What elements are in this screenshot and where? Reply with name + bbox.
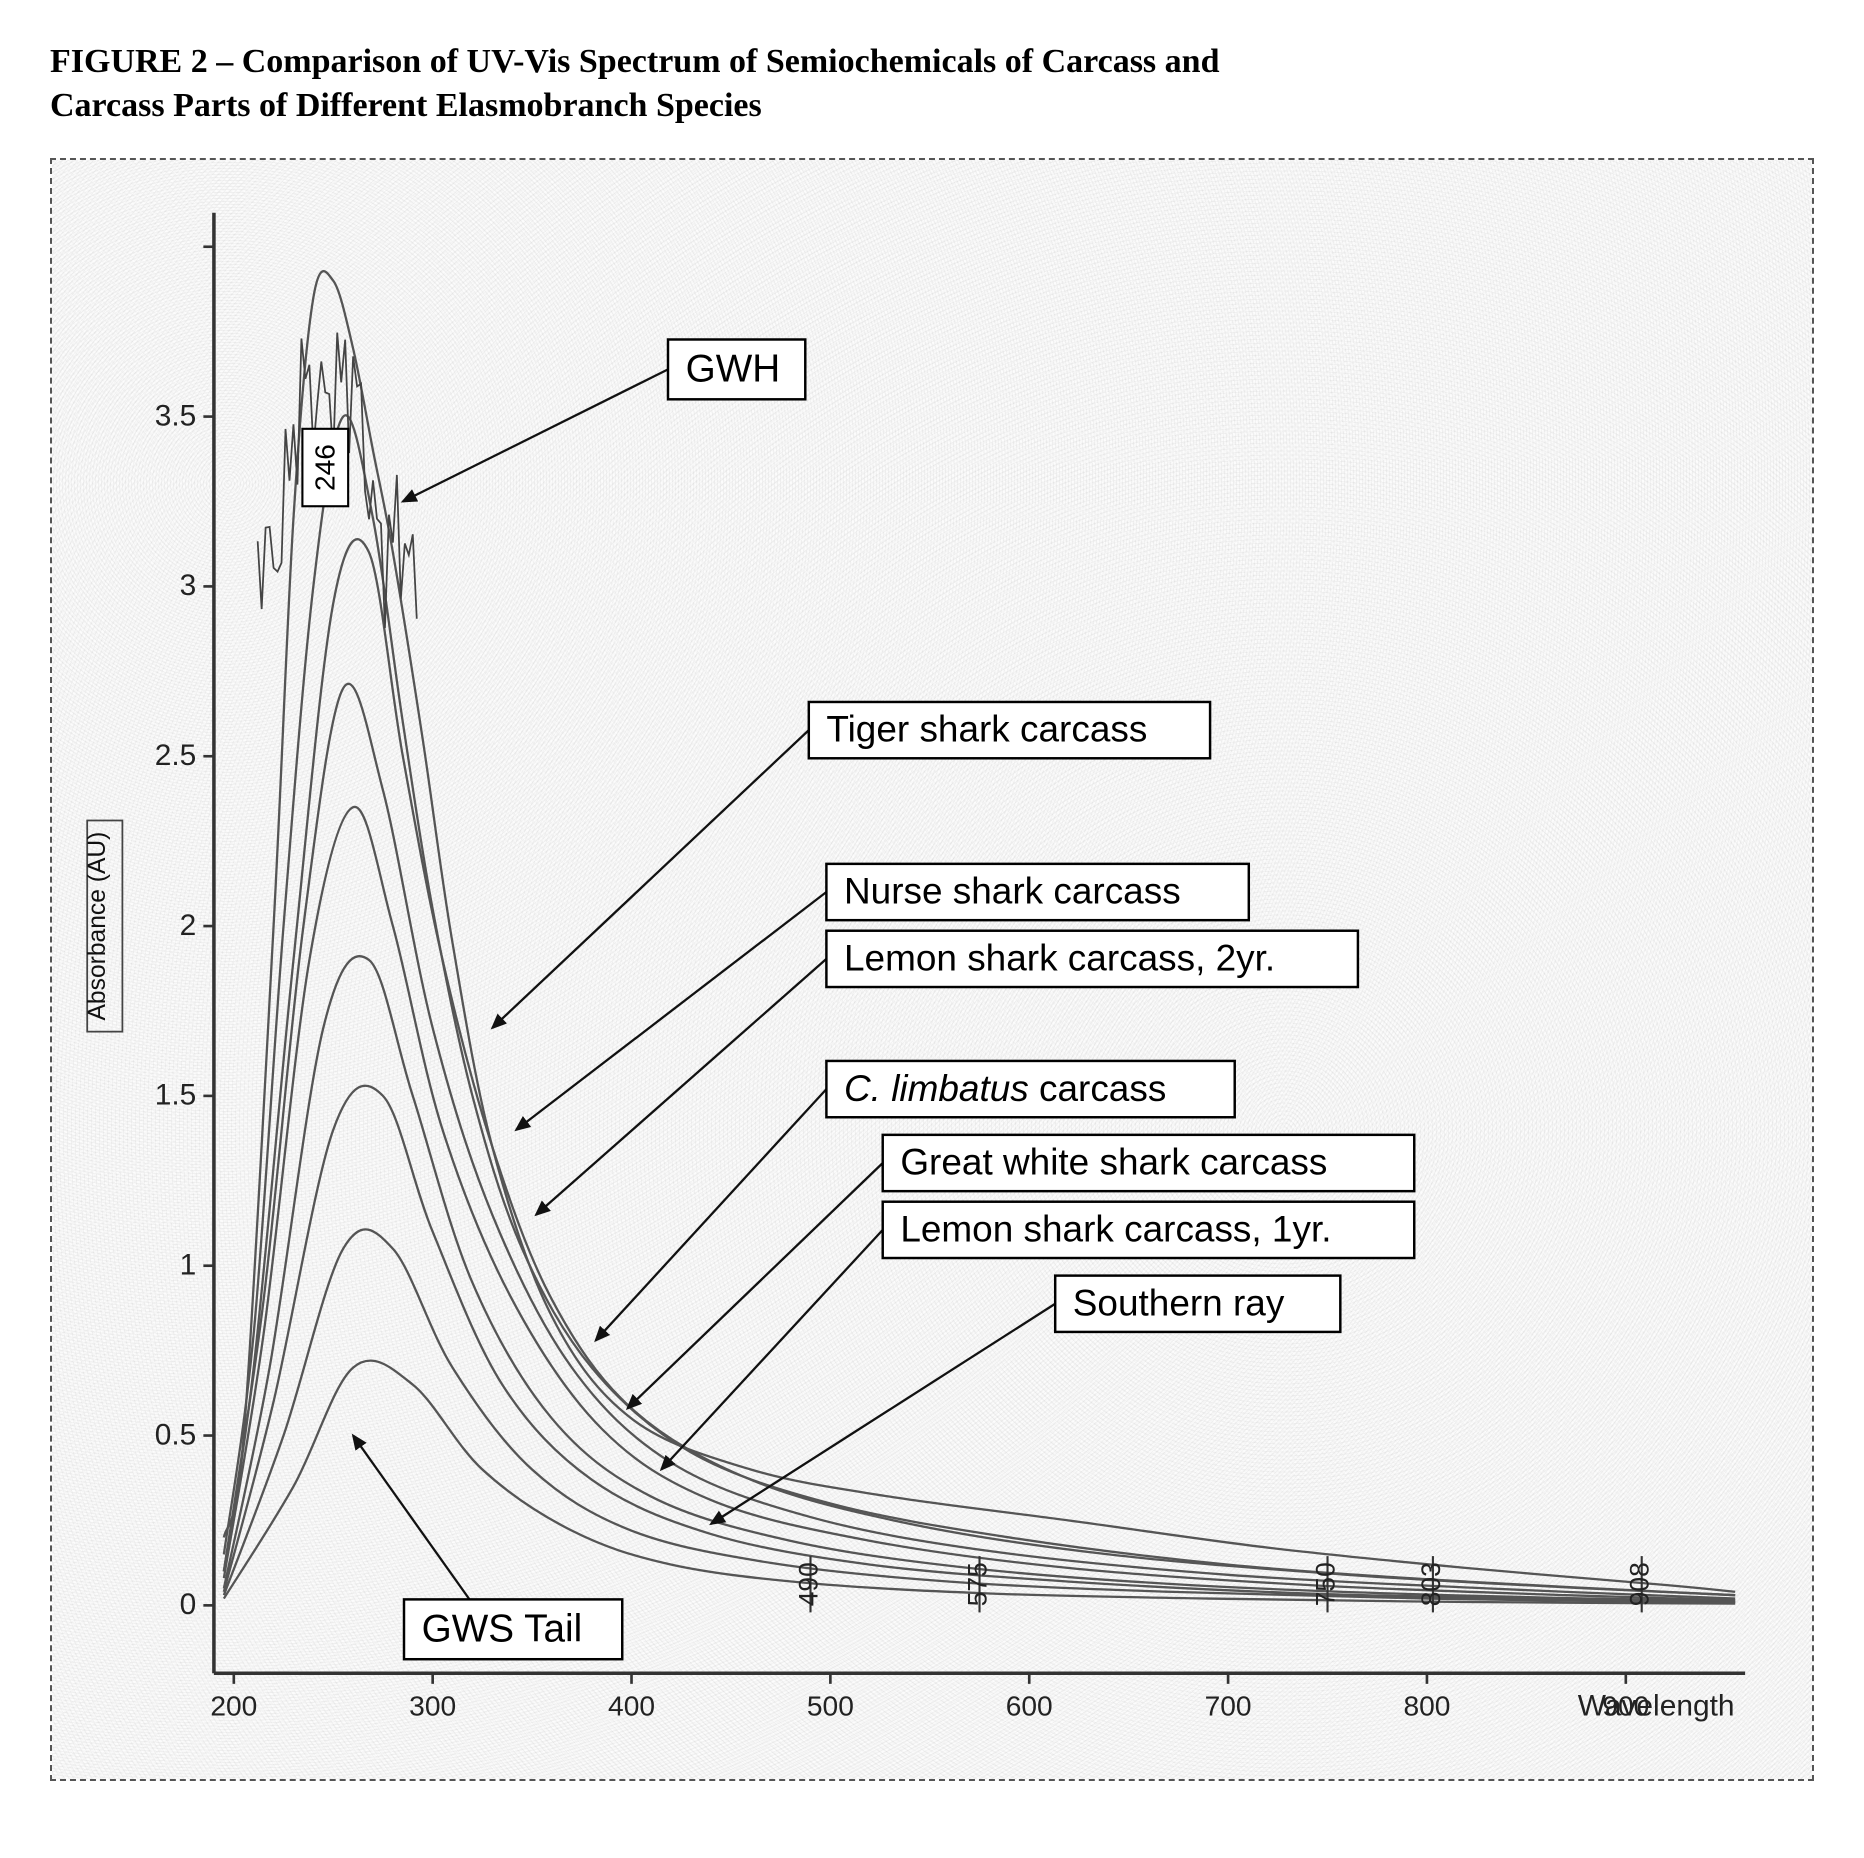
svg-text:1: 1: [180, 1249, 197, 1282]
label-nurse: Nurse shark carcass: [844, 871, 1181, 912]
svg-text:200: 200: [210, 1691, 257, 1722]
svg-text:750: 750: [1310, 1563, 1340, 1607]
label-sray: Southern ray: [1073, 1283, 1285, 1324]
svg-text:575: 575: [962, 1563, 992, 1607]
svg-text:3.5: 3.5: [155, 400, 197, 433]
chart-container: 0 0.5 1 1.5 2 2.5 3 3.5 200 300 400 500 600 700 800 90…: [50, 158, 1814, 1781]
svg-text:500: 500: [807, 1691, 854, 1722]
svg-text:908: 908: [1625, 1563, 1655, 1607]
svg-text:700: 700: [1205, 1691, 1252, 1722]
svg-text:Wavelength: Wavelength: [1578, 1690, 1735, 1723]
svg-text:400: 400: [608, 1691, 655, 1722]
label-lem2: Lemon shark carcass, 2yr.: [844, 938, 1275, 979]
figure-title: FIGURE 2 – Comparison of UV-Vis Spectrum…: [50, 40, 1814, 128]
spectrum-chart: 0 0.5 1 1.5 2 2.5 3 3.5 200 300 400 500 600 700 800 90…: [52, 160, 1812, 1779]
svg-text:803: 803: [1416, 1563, 1446, 1607]
label-gwsC: Great white shark carcass: [900, 1142, 1327, 1183]
figure-title-line-1: FIGURE 2 – Comparison of UV-Vis Spectrum…: [50, 43, 1219, 80]
label-limb: C. limbatus carcass: [844, 1068, 1166, 1109]
label-gwh: GWH: [686, 348, 781, 391]
curve-Tiger shark carcass: [224, 416, 1735, 1596]
svg-text:490: 490: [793, 1563, 823, 1607]
svg-text:600: 600: [1006, 1691, 1053, 1722]
label-gwst: GWS Tail: [422, 1608, 583, 1651]
svg-text:0: 0: [180, 1589, 197, 1622]
svg-text:246: 246: [309, 444, 340, 491]
svg-text:2.5: 2.5: [155, 739, 197, 772]
svg-text:1.5: 1.5: [155, 1079, 197, 1112]
label-tiger: Tiger shark carcass: [826, 709, 1147, 750]
svg-text:800: 800: [1403, 1691, 1450, 1722]
label-lem1: Lemon shark carcass, 1yr.: [900, 1209, 1331, 1250]
svg-text:0.5: 0.5: [155, 1419, 197, 1452]
svg-text:3: 3: [180, 570, 197, 603]
annotation-labels: GWH Tiger shark carcass Nurse shark carcas…: [353, 340, 1414, 1660]
figure-title-line-2: Carcass Parts of Different Elasmobranch …: [50, 87, 762, 124]
svg-text:2: 2: [180, 909, 197, 942]
curve-Southern ray: [224, 1230, 1735, 1603]
svg-text:300: 300: [409, 1691, 456, 1722]
svg-text:Absorbance (AU): Absorbance (AU): [84, 832, 111, 1021]
